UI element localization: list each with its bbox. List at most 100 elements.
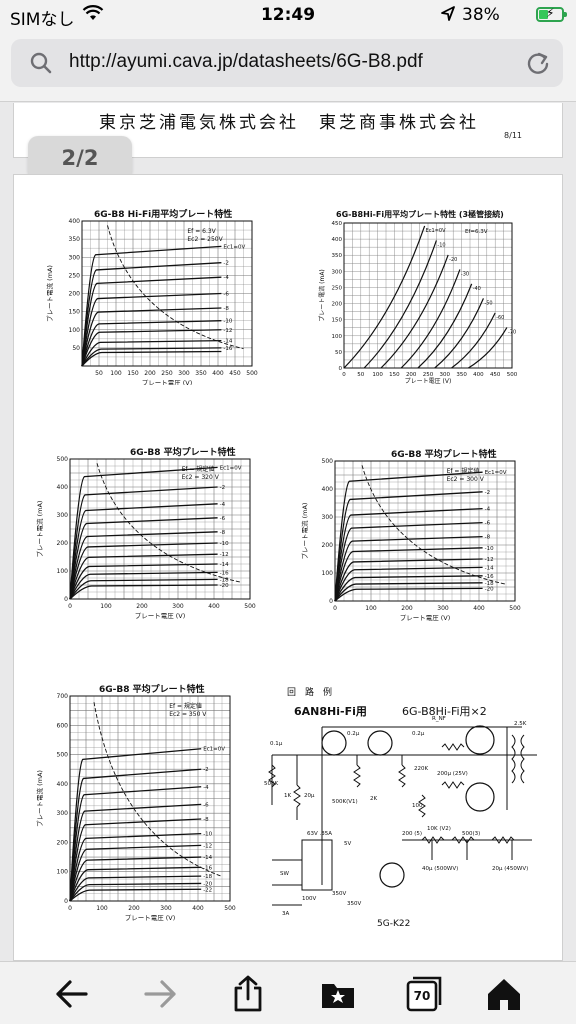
x-tick-label: 50 <box>357 372 364 378</box>
chart-note: Ef = 6.3V <box>187 228 216 235</box>
y-tick-label: 200 <box>57 540 69 547</box>
component-label: 63V .35A <box>307 831 332 837</box>
max-dissipation-curve <box>96 463 242 583</box>
component-label: 1K <box>284 793 291 799</box>
rectifier-label: 5G-K22 <box>377 919 411 929</box>
resistor-symbol <box>293 784 301 808</box>
y-tick-label: 500 <box>57 752 69 759</box>
x-tick-label: 400 <box>208 603 220 610</box>
chart-pentode-250v: 6G-B8 Hi-Fi用平均プレート特性 50 100 150 200 250 300 35… <box>44 205 264 385</box>
series-label: -6 <box>203 802 209 808</box>
circuit-right-label: 6G-B8Hi-Fi用×2 <box>402 705 487 718</box>
x-tick-label: 450 <box>490 372 501 378</box>
component-label: 220K <box>414 766 428 772</box>
y-tick-label: 400 <box>57 484 69 491</box>
y-tick-label: 0 <box>64 898 68 905</box>
series-label: Ec1=0V <box>485 470 507 476</box>
reload-icon[interactable] <box>525 50 551 76</box>
x-tick-label: 200 <box>144 370 156 377</box>
resistor-symbol <box>353 764 361 788</box>
x-tick-label: 250 <box>423 372 434 378</box>
x-tick-label: 150 <box>127 370 139 377</box>
series-line <box>69 856 202 902</box>
max-dissipation-curve <box>361 465 507 585</box>
x-tick-label: 200 <box>128 905 140 912</box>
y-tick-label: 350 <box>69 236 81 243</box>
x-tick-label: 500 <box>246 370 258 377</box>
y-tick-label: 0 <box>329 598 333 605</box>
chart-svg: 0 100 200 300 400 500 0 100 200 300 400 500 プレート電圧 (… <box>35 456 256 620</box>
y-tick-label: 50 <box>335 350 342 356</box>
y-tick-label: 300 <box>57 810 69 817</box>
series-label: -10 <box>223 319 232 325</box>
x-axis-label: プレート電圧 (V) <box>405 378 452 385</box>
chart-note: Ef = 規定値 <box>182 465 215 473</box>
series-label: -8 <box>485 535 491 541</box>
series-label: -2 <box>485 490 490 496</box>
home-icon[interactable] <box>484 974 524 1014</box>
series-label: -6 <box>223 292 229 298</box>
x-tick-label: 500 <box>509 605 521 612</box>
component-label: 100 <box>412 803 423 809</box>
share-icon[interactable] <box>228 974 268 1014</box>
series-label: -10 <box>485 546 494 552</box>
series-label: -18 <box>220 577 229 583</box>
chart-svg: 0 100 200 300 400 500 0 100 200 300 400 500 600 700 プレ… <box>35 693 236 922</box>
address-bar[interactable]: http://ayumi.cava.jp/datasheets/6G-B8.pd… <box>11 39 563 87</box>
x-tick-label: 100 <box>365 605 377 612</box>
component-label: 0.2μ <box>412 731 425 737</box>
resistor-symbol <box>491 836 515 844</box>
series-label: -18 <box>203 874 212 880</box>
y-tick-label: 300 <box>332 269 343 275</box>
y-tick-label: 100 <box>57 869 69 876</box>
series-label: -14 <box>220 562 229 568</box>
series-label: Ec1=0V <box>223 244 245 250</box>
series-label: Ec1=0V <box>220 465 242 471</box>
series-line <box>69 844 202 902</box>
url-text[interactable]: http://ayumi.cava.jp/datasheets/6G-B8.pd… <box>69 51 423 72</box>
y-tick-label: 600 <box>57 722 69 729</box>
y-tick-label: 100 <box>322 570 334 577</box>
max-dissipation-curve <box>107 225 244 350</box>
bookmarks-icon[interactable] <box>318 974 358 1014</box>
series-line <box>334 575 483 602</box>
series-line <box>334 582 483 602</box>
y-tick-label: 700 <box>57 693 69 700</box>
back-icon[interactable] <box>52 974 92 1014</box>
component-label: 350V <box>332 891 346 897</box>
battery-icon: ⚡ <box>536 6 567 22</box>
series-line <box>69 866 202 902</box>
series-label: -20 <box>449 257 457 263</box>
chart-svg: 50 100 150 200 250 300 350 400 450 500 50 100 150 200… <box>45 218 258 385</box>
plot-frame <box>343 222 513 369</box>
series-line <box>434 298 484 369</box>
x-tick-label: 200 <box>406 372 417 378</box>
x-tick-label: 150 <box>389 372 400 378</box>
chart-note: Ec2 = 320 V <box>182 474 220 481</box>
resistor-symbol <box>441 781 465 789</box>
series-line <box>334 566 483 602</box>
y-tick-label: 100 <box>57 568 69 575</box>
series-label: -4 <box>220 502 226 508</box>
x-tick-label: 200 <box>401 605 413 612</box>
tabs-button[interactable]: 70 <box>404 974 444 1014</box>
forward-icon[interactable] <box>140 974 180 1014</box>
pdf-viewer[interactable]: 東京芝浦電気株式会社 東芝商事株式会社 8/11 2/2 6G-B8 Hi-Fi… <box>0 103 576 961</box>
x-tick-label: 100 <box>372 372 383 378</box>
y-tick-label: 0 <box>339 366 343 372</box>
chart-title: 6G-B8 Hi-Fi用平均プレート特性 <box>94 210 233 220</box>
series-label: -10 <box>220 541 229 547</box>
y-tick-label: 350 <box>332 253 343 259</box>
browser-address-area: http://ayumi.cava.jp/datasheets/6G-B8.pd… <box>0 30 576 102</box>
y-tick-label: 50 <box>72 345 80 352</box>
x-tick-label: 400 <box>192 905 204 912</box>
chart-note: Ec2 = 350 V <box>169 711 207 718</box>
series-label: -6 <box>220 516 226 522</box>
series-label: -14 <box>203 855 212 861</box>
chart-pentode-320v: 6G-B8 平均プレート特性 0 100 200 300 400 500 0 100 200 30… <box>34 443 274 628</box>
series-label: -16 <box>223 346 232 352</box>
series-label: -8 <box>203 817 209 823</box>
x-tick-label: 500 <box>507 372 518 378</box>
series-label: -10 <box>437 242 445 248</box>
series-line <box>400 269 461 369</box>
